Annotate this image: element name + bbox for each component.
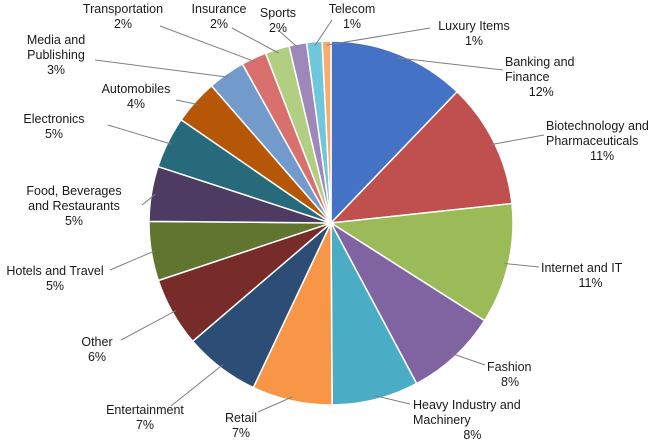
leader-line-insurance [231, 27, 279, 54]
data-label-food-beverages-and-restaurants: Food, Beverages and Restaurants 5% [26, 184, 121, 228]
data-label-internet-and-it: Internet and IT 11% [541, 261, 623, 290]
leader-line-sports [277, 29, 299, 49]
leader-line-other [120, 310, 177, 341]
leader-line-transportation [159, 25, 256, 63]
data-label-retail: Retail 7% [225, 411, 257, 440]
leader-line-fashion [451, 353, 486, 366]
data-label-luxury-items: Luxury Items 1% [438, 19, 510, 48]
leader-line-food-beverages-and-restaurants [141, 193, 156, 206]
data-label-automobiles: Automobiles 4% [102, 82, 171, 111]
pie-slice-luxury-items [321, 40, 332, 224]
data-label-insurance: Insurance 2% [192, 2, 247, 31]
leader-line-biotechnology-and-pharmaceuticals [490, 134, 545, 146]
pie-slice-fashion [328, 220, 486, 385]
leader-line-heavy-industry-and-machinery [374, 395, 411, 405]
leader-line-luxury-items [326, 27, 431, 46]
leader-line-telecom [314, 19, 333, 47]
data-label-banking-and-finance: Banking and Finance 12% [505, 55, 575, 99]
pie-slice-internet-and-it [328, 202, 514, 322]
pie-slice-biotechnology-and-pharmaceuticals [329, 90, 513, 224]
leader-line-automobiles [175, 99, 199, 105]
leader-line-entertainment [170, 364, 224, 407]
leader-line-hotels-and-travel [109, 250, 156, 271]
leader-line-media-and-publishing [94, 59, 229, 78]
data-label-media-and-publishing: Media and Publishing 3% [27, 33, 85, 77]
data-label-other: Other 6% [81, 335, 112, 364]
leader-line-electronics [107, 124, 172, 145]
data-label-hotels-and-travel: Hotels and Travel 5% [6, 264, 103, 293]
data-label-biotechnology-and-pharmaceuticals: Biotechnology and Pharmaceuticals 11% [546, 119, 649, 163]
leader-lines [94, 19, 545, 413]
pie-slice-banking-and-finance [330, 40, 459, 225]
data-label-electronics: Electronics 5% [23, 112, 84, 141]
data-label-heavy-industry-and-machinery: Heavy Industry and Machinery 8% [413, 398, 521, 442]
data-labels: Banking and Finance 12% Biotechnology and Ph… [6, 2, 649, 442]
data-label-sports: Sports 2% [260, 6, 296, 35]
pie-slices [148, 40, 514, 406]
data-label-transportation: Transportation 2% [83, 2, 163, 31]
data-label-telecom: Telecom 1% [329, 2, 376, 31]
leader-line-banking-and-finance [397, 57, 504, 71]
leader-line-retail [257, 396, 293, 413]
data-label-entertainment: Entertainment 7% [106, 403, 184, 432]
data-label-fashion: Fashion 8% [487, 360, 532, 389]
leader-line-internet-and-it [504, 263, 540, 268]
